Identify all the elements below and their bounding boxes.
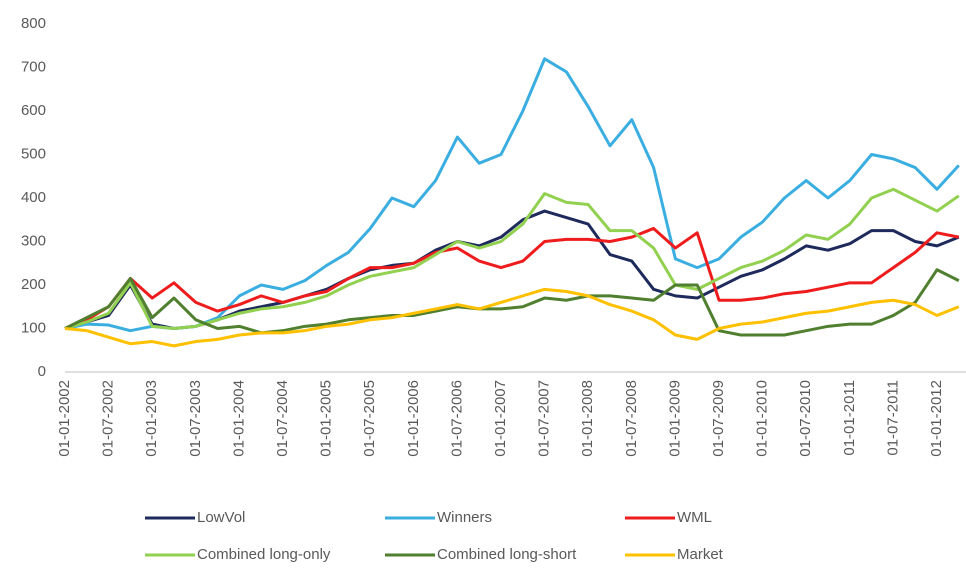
line — [64, 187, 960, 330]
x-tick-label: 01-07-2008 — [623, 380, 640, 457]
x-tick-label: 01-07-2011 — [884, 380, 901, 456]
x-tick-label: 01-01-2002 — [56, 380, 73, 457]
legend-label: Combined long-short — [437, 546, 577, 563]
legend-label: WML — [677, 509, 712, 526]
x-tick-label: 01-01-2008 — [579, 380, 596, 457]
y-tick-label: 700 — [21, 58, 46, 75]
x-tick-label: 01-01-2004 — [230, 380, 247, 457]
x-tick-label: 01-01-2010 — [754, 380, 771, 457]
x-tick-label: 01-01-2003 — [143, 380, 160, 457]
x-tick-label: 01-07-2005 — [361, 380, 378, 457]
y-tick-label: 100 — [21, 319, 46, 336]
legend-label: LowVol — [197, 509, 245, 526]
line — [64, 287, 960, 348]
line — [64, 57, 960, 333]
legend-label: Market — [677, 546, 724, 563]
y-tick-label: 300 — [21, 232, 46, 249]
y-tick-label: 600 — [21, 102, 46, 119]
x-tick-label: 01-01-2009 — [666, 380, 683, 457]
x-tick-label: 01-01-2006 — [405, 380, 422, 457]
y-tick-label: 200 — [21, 276, 46, 293]
line — [64, 226, 960, 330]
y-tick-label: 800 — [21, 15, 46, 32]
x-tick-label: 01-01-2005 — [318, 380, 335, 457]
legend-label: Combined long-only — [197, 546, 331, 563]
y-tick-label: 0 — [38, 363, 46, 380]
x-tick-label: 01-07-2009 — [710, 380, 727, 457]
x-tick-label: 01-07-2007 — [536, 380, 553, 457]
x-tick-label: 01-07-2006 — [448, 380, 465, 457]
x-tick-label: 01-07-2002 — [100, 380, 117, 457]
x-tick-label: 01-01-2011 — [841, 380, 858, 456]
x-tick-label: 01-07-2003 — [187, 380, 204, 457]
x-tick-label: 01-01-2007 — [492, 380, 509, 457]
x-tick-label: 01-07-2010 — [797, 380, 814, 457]
y-tick-label: 400 — [21, 189, 46, 206]
x-tick-label: 01-01-2012 — [928, 380, 945, 457]
legend-label: Winners — [437, 509, 492, 526]
x-tick-label: 01-07-2004 — [274, 380, 291, 457]
line — [64, 268, 960, 337]
y-tick-label: 500 — [21, 145, 46, 162]
